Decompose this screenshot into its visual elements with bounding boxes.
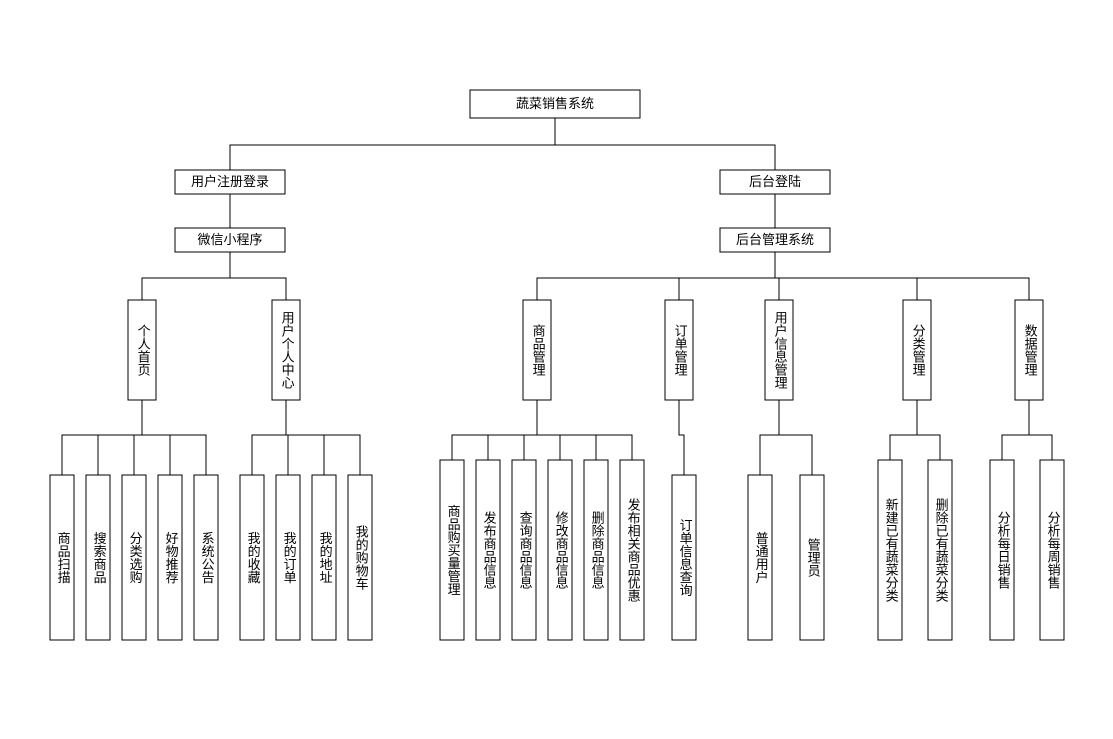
node-label: 分类管理 [911, 324, 926, 376]
node-c6: 发布相关商品优惠 [620, 460, 644, 640]
node-label: 用户信息管理 [773, 311, 788, 389]
node-l2b: 后台管理系统 [720, 228, 830, 252]
node-label: 系统公告 [200, 532, 215, 584]
node-l2a: 微信小程序 [175, 228, 285, 252]
node-label: 蔬菜销售系统 [516, 96, 594, 111]
tree-diagram: 蔬菜销售系统用户注册登录 后台登陆微信小程序 后台管理系统个人首页 用户个人中心 商品管… [0, 0, 1113, 739]
node-root: 蔬菜销售系统 [470, 90, 640, 118]
node-label: 管理员 [806, 538, 821, 577]
node-label: 分类选购 [128, 532, 143, 584]
node-c5: 删除商品信息 [584, 460, 608, 640]
node-l3b: 用户个人中心 [272, 300, 300, 400]
node-g1: 分析每日销售 [990, 460, 1014, 640]
node-l3g: 数据管理 [1015, 300, 1043, 400]
node-label: 修改商品信息 [554, 511, 569, 589]
node-l1b: 后台登陆 [720, 170, 830, 194]
node-label: 商品管理 [531, 324, 546, 376]
node-label: 新建已有蔬菜分类 [884, 497, 899, 602]
node-b4: 我的购物车 [348, 475, 372, 640]
node-label: 我的收藏 [246, 532, 261, 584]
node-label: 后台管理系统 [736, 232, 814, 247]
node-a1: 商品扫描 [50, 475, 74, 640]
node-label: 我的订单 [282, 532, 297, 584]
node-a5: 系统公告 [194, 475, 218, 640]
node-l3c: 商品管理 [523, 300, 551, 400]
node-f1: 新建已有蔬菜分类 [878, 460, 902, 640]
node-label: 发布相关商品优惠 [626, 497, 641, 602]
node-e1: 普通用户 [748, 475, 772, 640]
node-label: 数据管理 [1023, 324, 1038, 376]
node-label: 搜索商品 [92, 532, 107, 584]
node-b2: 我的订单 [276, 475, 300, 640]
node-label: 个人首页 [136, 324, 151, 376]
node-label: 分析每日销售 [996, 511, 1011, 589]
node-label: 分析每周销售 [1046, 511, 1061, 589]
node-label: 删除已有蔬菜分类 [934, 498, 949, 602]
node-label: 订单管理 [673, 324, 688, 376]
node-l3a: 个人首页 [128, 300, 156, 400]
node-label: 后台登陆 [749, 174, 801, 189]
node-c4: 修改商品信息 [548, 460, 572, 640]
node-l1a: 用户注册登录 [175, 170, 285, 194]
node-label: 发布商品信息 [482, 510, 497, 589]
node-label: 商品购买量管理 [446, 505, 461, 596]
node-label: 商品扫描 [56, 532, 71, 584]
node-c1: 商品购买量管理 [440, 460, 464, 640]
node-label: 我的地址 [318, 532, 333, 584]
node-a2: 搜索商品 [86, 475, 110, 640]
node-label: 删除商品信息 [590, 511, 605, 589]
node-c3: 查询商品信息 [512, 460, 536, 640]
node-label: 用户个人中心 [280, 311, 295, 389]
node-c2: 发布商品信息 [476, 460, 500, 640]
node-label: 查询商品信息 [518, 511, 533, 589]
node-label: 用户注册登录 [191, 174, 269, 189]
node-label: 订单信息查询 [678, 519, 693, 597]
node-g2: 分析每周销售 [1040, 460, 1064, 640]
node-a4: 好物推荐 [158, 475, 182, 640]
node-a3: 分类选购 [122, 475, 146, 640]
node-f2: 删除已有蔬菜分类 [928, 460, 952, 640]
node-label: 好物推荐 [164, 532, 179, 584]
node-b3: 我的地址 [312, 475, 336, 640]
node-l3f: 分类管理 [903, 300, 931, 400]
node-b1: 我的收藏 [240, 475, 264, 640]
node-e2: 管理员 [800, 475, 824, 640]
node-l3d: 订单管理 [665, 300, 693, 400]
node-label: 我的购物车 [354, 525, 369, 590]
node-label: 微信小程序 [197, 232, 262, 247]
node-l3e: 用户信息管理 [765, 300, 793, 400]
node-d1: 订单信息查询 [672, 475, 696, 640]
node-label: 普通用户 [754, 532, 769, 585]
